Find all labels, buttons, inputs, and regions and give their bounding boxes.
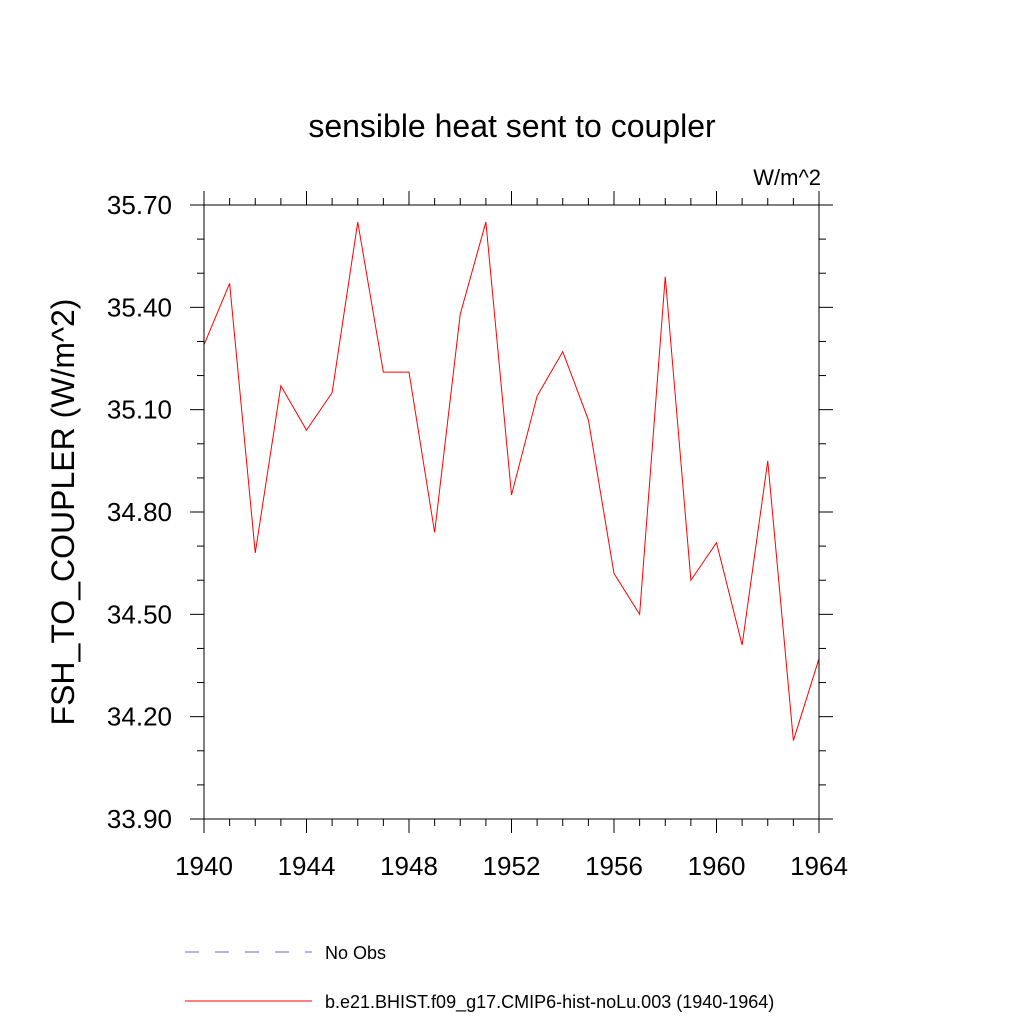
- legend: No Obs b.e21.BHIST.f09_g17.CMIP6-hist-noL…: [185, 943, 774, 1013]
- series-line: [203, 221, 820, 741]
- x-tick-label: 1944: [278, 851, 336, 881]
- y-axis-label: FSH_TO_COUPLER (W/m^2): [45, 299, 81, 726]
- y-tick-label: 35.40: [107, 292, 172, 322]
- tick-labels: 1940 1944 1948 1952 1956 1960 1964 33.90 34.20 34…: [107, 190, 848, 881]
- y-tick-label: 33.90: [107, 804, 172, 834]
- y-tick-label: 34.80: [107, 497, 172, 527]
- y-tick-label: 35.70: [107, 190, 172, 220]
- plot-frame: [203, 204, 820, 820]
- y-tick-label: 35.10: [107, 395, 172, 425]
- x-tick-label: 1940: [175, 851, 233, 881]
- legend-label: b.e21.BHIST.f09_g17.CMIP6-hist-noLu.003 …: [325, 992, 774, 1013]
- units-label: W/m^2: [753, 165, 821, 190]
- y-tick-label: 34.20: [107, 702, 172, 732]
- x-tick-label: 1952: [483, 851, 541, 881]
- x-tick-label: 1960: [688, 851, 746, 881]
- series-group: [203, 221, 820, 741]
- x-tick-label: 1964: [790, 851, 848, 881]
- legend-label: No Obs: [325, 943, 386, 963]
- x-tick-label: 1948: [380, 851, 438, 881]
- y-tick-label: 34.50: [107, 599, 172, 629]
- axis-ticks: [190, 191, 833, 833]
- chart-title: sensible heat sent to coupler: [308, 108, 716, 144]
- x-tick-label: 1956: [585, 851, 643, 881]
